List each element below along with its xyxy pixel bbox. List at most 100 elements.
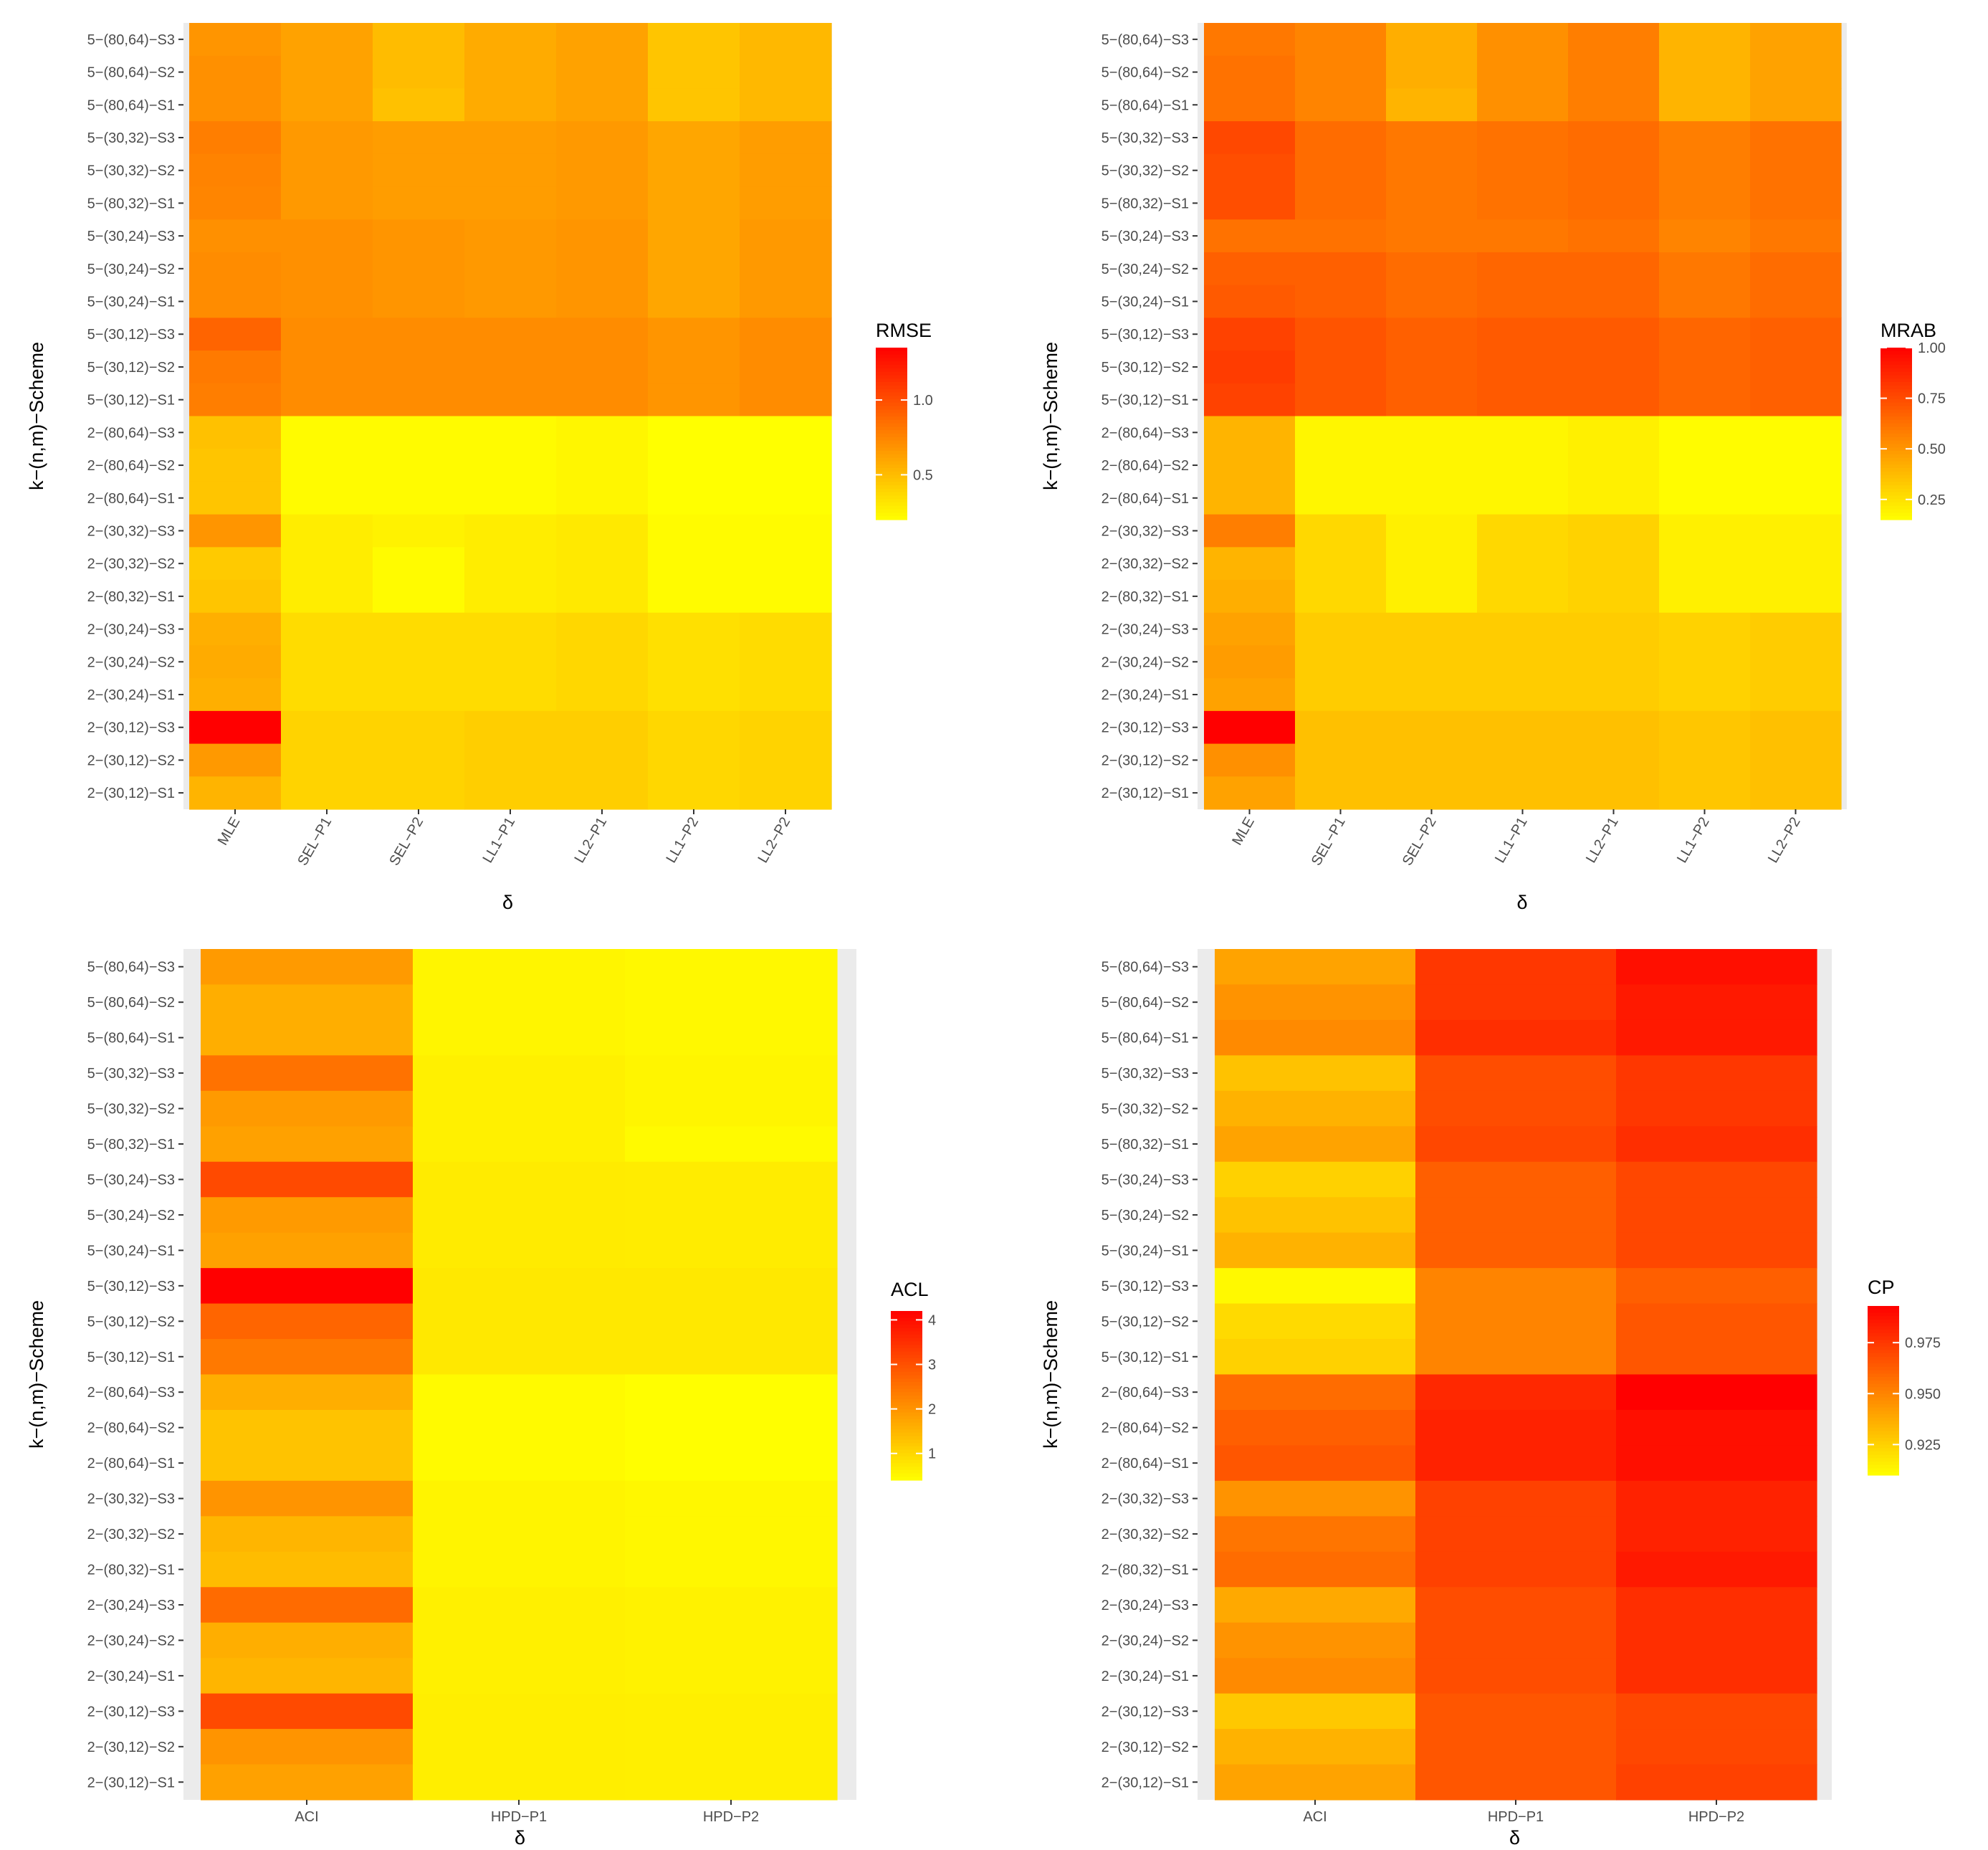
legend-colorbar-segment — [1868, 1309, 1899, 1314]
heatmap-cell — [1750, 481, 1842, 515]
heatmap-cell — [1415, 1126, 1617, 1163]
heatmap-cell — [201, 1445, 414, 1482]
heatmap-cell — [1568, 121, 1660, 155]
heatmap-cell — [1415, 1374, 1617, 1411]
x-tick-label: SEL−P2 — [1400, 815, 1440, 869]
heatmap-cell — [1616, 1019, 1817, 1056]
heatmap-cell — [413, 1268, 626, 1305]
legend-colorbar-segment — [876, 488, 907, 493]
heatmap-cell — [189, 219, 282, 253]
heatmap-cell — [1750, 55, 1842, 90]
y-tick-label: 5−(30,12)−S3 — [1101, 327, 1189, 343]
legend-colorbar-segment — [1868, 1350, 1899, 1354]
heatmap-cell — [648, 88, 740, 122]
legend-colorbar-segment — [1881, 365, 1912, 369]
legend-title: CP — [1868, 1277, 1895, 1298]
heatmap-cell — [373, 580, 465, 614]
legend-colorbar-segment — [891, 1432, 922, 1437]
y-tick-label: 2−(80,64)−S1 — [87, 1456, 175, 1472]
heatmap-cell — [413, 1126, 626, 1163]
heatmap-cell — [1204, 612, 1296, 647]
heatmap-cell — [464, 449, 557, 482]
y-tick-label: 2−(30,12)−S1 — [1101, 1775, 1189, 1791]
legend-colorbar-segment — [891, 1378, 922, 1383]
legend-colorbar-segment — [1868, 1363, 1899, 1368]
legend-colorbar-segment — [1881, 392, 1912, 396]
heatmap-cell — [625, 1445, 838, 1482]
heatmap-cell — [1477, 612, 1569, 647]
heatmap-cell — [556, 776, 649, 810]
y-tick-label: 5−(80,64)−S1 — [1101, 97, 1189, 113]
heatmap-cell — [740, 351, 832, 384]
legend-colorbar-segment — [891, 1338, 922, 1343]
heatmap-cell — [1568, 416, 1660, 449]
y-tick-label: 5−(30,12)−S3 — [1101, 1279, 1189, 1294]
legend-colorbar-segment — [1881, 468, 1912, 472]
heatmap-cell — [1659, 186, 1751, 220]
heatmap-cell — [625, 1126, 838, 1163]
legend-colorbar-segment — [1881, 478, 1912, 482]
heatmap-cell — [1477, 252, 1569, 286]
legend-colorbar-segment — [891, 1406, 922, 1410]
y-tick-label: 5−(30,24)−S1 — [1101, 295, 1189, 310]
heatmap-cell — [648, 121, 740, 155]
heatmap-cell — [189, 710, 282, 745]
y-tick-label: 2−(30,12)−S2 — [87, 1740, 175, 1755]
heatmap-cell — [1750, 514, 1842, 548]
y-tick-label: 2−(80,64)−S2 — [1101, 1421, 1189, 1436]
heatmap-cell — [1215, 1693, 1416, 1730]
heatmap-cell — [189, 743, 282, 777]
legend-tick-label: 0.925 — [1905, 1437, 1941, 1453]
heatmap-cell — [740, 416, 832, 449]
heatmap-cell — [1659, 351, 1751, 384]
legend-colorbar-segment — [891, 1355, 922, 1359]
legend-colorbar-segment — [891, 1396, 922, 1400]
heatmap-cell — [556, 285, 649, 318]
heatmap-cell — [556, 645, 649, 679]
y-tick-label: 2−(80,64)−S2 — [1101, 458, 1189, 474]
legend-colorbar-segment — [1868, 1431, 1899, 1435]
legend-colorbar-segment — [1868, 1417, 1899, 1422]
heatmap-cell — [1477, 580, 1569, 614]
legend-colorbar-segment — [1881, 444, 1912, 448]
legend-colorbar-segment — [876, 368, 907, 373]
heatmap-cell — [373, 710, 465, 745]
heatmap-cell — [1295, 678, 1387, 712]
heatmap-cell — [1215, 1019, 1416, 1056]
heatmap-cell — [464, 88, 557, 122]
legend-colorbar-segment — [891, 1317, 922, 1322]
heatmap-cell — [1477, 55, 1569, 90]
legend-colorbar-segment — [891, 1477, 922, 1481]
heatmap-cell — [1659, 55, 1751, 90]
y-tick-label: 2−(30,12)−S2 — [1101, 753, 1189, 768]
legend-colorbar-segment — [876, 402, 907, 407]
legend-colorbar-segment — [1881, 406, 1912, 410]
legend-colorbar-segment — [1881, 371, 1912, 376]
legend-colorbar-segment — [876, 464, 907, 469]
heatmap-cell — [625, 1055, 838, 1092]
heatmap-cell — [189, 678, 282, 712]
legend-colorbar-segment — [891, 1436, 922, 1440]
legend-tick-label: 0.75 — [1918, 391, 1946, 407]
heatmap-cell — [1659, 612, 1751, 647]
legend-colorbar-segment — [876, 509, 907, 513]
legend-colorbar-segment — [1881, 451, 1912, 455]
heatmap-cell — [1568, 481, 1660, 515]
heatmap-cell — [1659, 219, 1751, 253]
heatmap-cell — [740, 547, 832, 581]
heatmap-cell — [413, 1693, 626, 1730]
heatmap-cell — [464, 416, 557, 449]
heatmap-cell — [201, 1126, 414, 1163]
heatmap-cell — [1386, 351, 1478, 384]
legend-colorbar-segment — [891, 1335, 922, 1339]
legend-colorbar-segment — [1868, 1414, 1899, 1419]
heatmap-cell — [201, 1232, 414, 1269]
heatmap-cell — [1750, 710, 1842, 745]
heatmap-cell — [413, 1622, 626, 1659]
heatmap-cell — [556, 580, 649, 614]
heatmap-cell — [1386, 318, 1478, 351]
y-tick-label: 2−(80,64)−S3 — [87, 1385, 175, 1401]
heatmap-cell — [625, 1374, 838, 1411]
y-tick-label: 5−(80,64)−S2 — [1101, 65, 1189, 81]
legend-colorbar-segment — [1881, 368, 1912, 373]
